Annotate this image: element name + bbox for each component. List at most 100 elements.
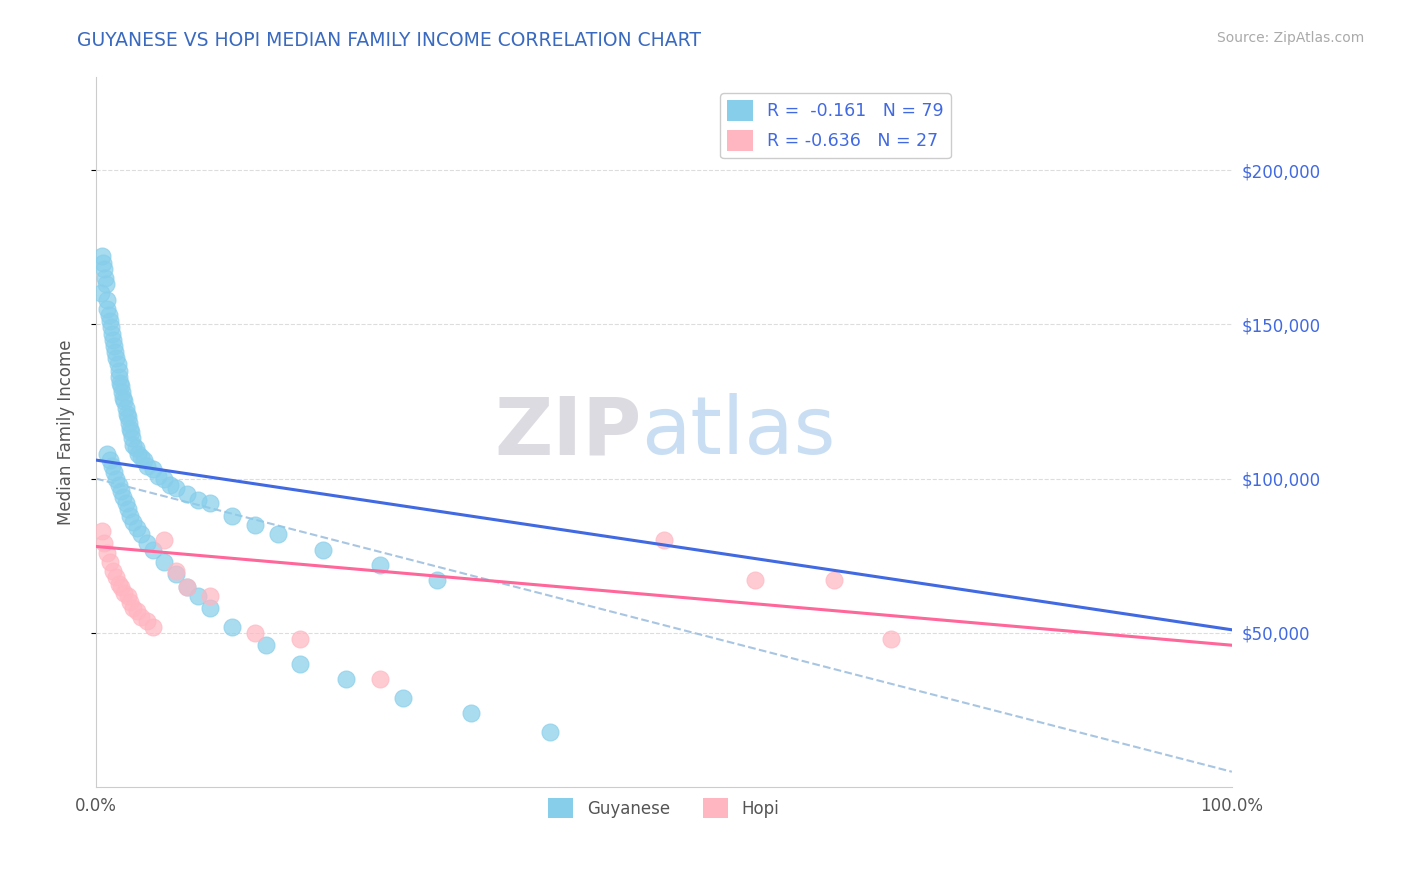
Point bbox=[823, 574, 845, 588]
Point bbox=[100, 320, 122, 334]
Point bbox=[122, 601, 145, 615]
Point bbox=[243, 626, 266, 640]
Point bbox=[111, 385, 134, 400]
Point bbox=[96, 546, 118, 560]
Point bbox=[221, 508, 243, 523]
Point bbox=[96, 301, 118, 316]
Point bbox=[90, 249, 112, 263]
Point bbox=[120, 425, 142, 440]
Point bbox=[110, 580, 132, 594]
Point bbox=[131, 450, 153, 464]
Point bbox=[368, 558, 391, 572]
Point bbox=[165, 567, 187, 582]
Point bbox=[148, 468, 170, 483]
Point bbox=[391, 690, 413, 705]
Point bbox=[107, 363, 129, 377]
Point bbox=[176, 580, 198, 594]
Point bbox=[117, 502, 139, 516]
Point bbox=[368, 672, 391, 686]
Point bbox=[110, 379, 132, 393]
Point bbox=[112, 586, 135, 600]
Point bbox=[96, 277, 118, 292]
Point bbox=[159, 477, 181, 491]
Point bbox=[107, 358, 129, 372]
Text: GUYANESE VS HOPI MEDIAN FAMILY INCOME CORRELATION CHART: GUYANESE VS HOPI MEDIAN FAMILY INCOME CO… bbox=[77, 31, 702, 50]
Point bbox=[125, 604, 148, 618]
Point bbox=[118, 416, 141, 430]
Point bbox=[101, 333, 124, 347]
Point bbox=[97, 308, 120, 322]
Point bbox=[96, 447, 118, 461]
Point bbox=[120, 508, 142, 523]
Point bbox=[114, 496, 136, 510]
Point bbox=[254, 638, 277, 652]
Point bbox=[120, 595, 142, 609]
Point bbox=[198, 496, 221, 510]
Point bbox=[114, 401, 136, 415]
Point bbox=[101, 564, 124, 578]
Point bbox=[131, 610, 153, 624]
Point bbox=[105, 351, 128, 366]
Point bbox=[652, 533, 675, 548]
Point bbox=[142, 462, 165, 476]
Point bbox=[125, 441, 148, 455]
Point bbox=[103, 466, 125, 480]
Point bbox=[90, 286, 112, 301]
Point bbox=[120, 422, 142, 436]
Point bbox=[142, 542, 165, 557]
Point bbox=[165, 481, 187, 495]
Point bbox=[312, 542, 335, 557]
Point bbox=[176, 487, 198, 501]
Point bbox=[136, 459, 159, 474]
Point bbox=[121, 432, 143, 446]
Point bbox=[335, 672, 357, 686]
Legend: Guyanese, Hopi: Guyanese, Hopi bbox=[541, 791, 786, 825]
Point bbox=[117, 589, 139, 603]
Point bbox=[107, 369, 129, 384]
Point bbox=[107, 576, 129, 591]
Point bbox=[105, 472, 128, 486]
Point bbox=[426, 574, 449, 588]
Point bbox=[153, 472, 176, 486]
Point bbox=[103, 339, 125, 353]
Point bbox=[105, 570, 128, 584]
Point bbox=[136, 614, 159, 628]
Point bbox=[136, 536, 159, 550]
Point bbox=[112, 394, 135, 409]
Point bbox=[132, 453, 155, 467]
Point bbox=[101, 326, 124, 341]
Text: ZIP: ZIP bbox=[494, 393, 641, 471]
Point bbox=[93, 536, 115, 550]
Point bbox=[98, 314, 121, 328]
Point bbox=[243, 517, 266, 532]
Point bbox=[165, 564, 187, 578]
Point bbox=[187, 493, 209, 508]
Point bbox=[153, 533, 176, 548]
Point bbox=[104, 345, 127, 359]
Point bbox=[94, 271, 117, 285]
Point bbox=[93, 261, 115, 276]
Point bbox=[90, 524, 112, 538]
Text: Source: ZipAtlas.com: Source: ZipAtlas.com bbox=[1216, 31, 1364, 45]
Point bbox=[108, 376, 131, 390]
Point bbox=[198, 601, 221, 615]
Text: atlas: atlas bbox=[641, 393, 835, 471]
Point bbox=[131, 527, 153, 541]
Point bbox=[101, 459, 124, 474]
Point bbox=[117, 409, 139, 424]
Point bbox=[107, 477, 129, 491]
Point bbox=[122, 515, 145, 529]
Point bbox=[91, 255, 114, 269]
Y-axis label: Median Family Income: Median Family Income bbox=[58, 340, 75, 525]
Point bbox=[744, 574, 766, 588]
Point bbox=[142, 620, 165, 634]
Point bbox=[125, 521, 148, 535]
Point bbox=[96, 293, 118, 307]
Point bbox=[460, 706, 482, 720]
Point bbox=[112, 490, 135, 504]
Point bbox=[880, 632, 903, 646]
Point bbox=[127, 447, 149, 461]
Point bbox=[98, 555, 121, 569]
Point bbox=[290, 657, 312, 671]
Point bbox=[98, 453, 121, 467]
